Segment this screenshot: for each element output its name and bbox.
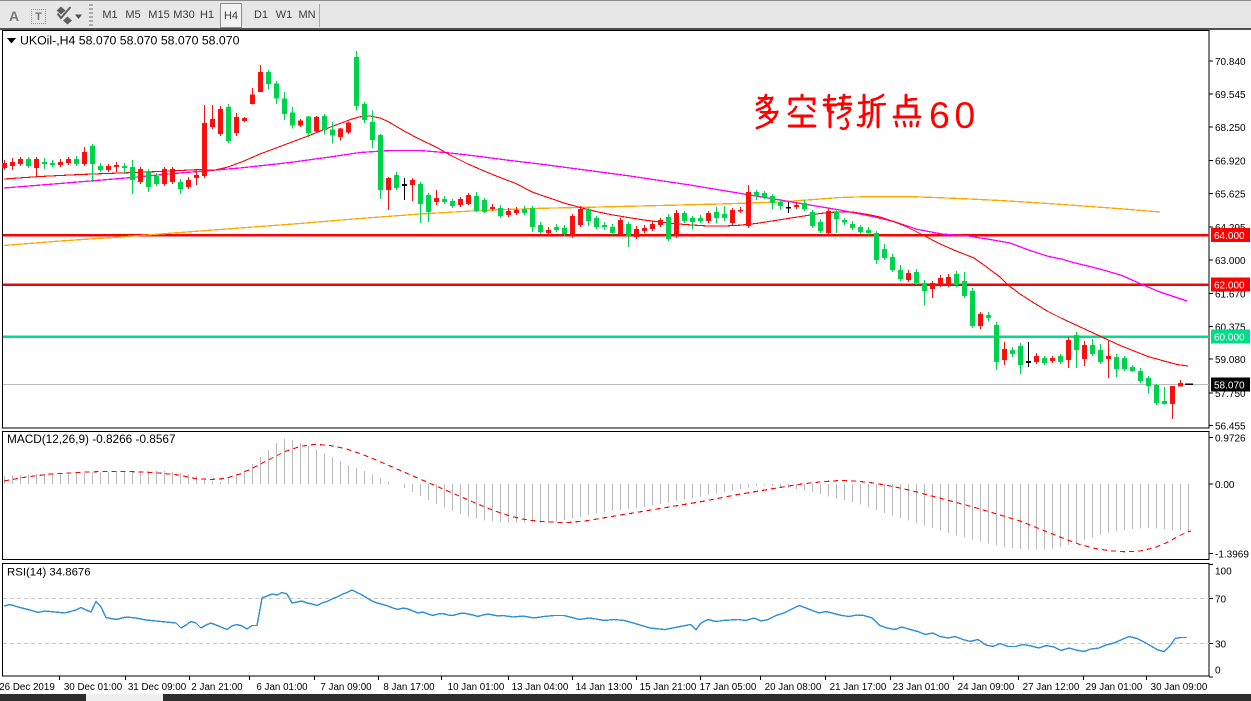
svg-text:62.000: 62.000 [1214, 280, 1245, 291]
svg-text:56.455: 56.455 [1215, 422, 1246, 433]
svg-text:65.625: 65.625 [1215, 190, 1246, 201]
svg-text:69.545: 69.545 [1215, 90, 1246, 101]
svg-text:MACD(12,26,9) -0.8266 -0.8567: MACD(12,26,9) -0.8266 -0.8567 [7, 432, 176, 446]
svg-text:64.000: 64.000 [1214, 231, 1245, 242]
svg-text:17 Jan 05:00: 17 Jan 05:00 [700, 682, 757, 693]
svg-text:6 Jan 01:00: 6 Jan 01:00 [256, 682, 308, 693]
svg-text:68.250: 68.250 [1215, 123, 1246, 134]
svg-text:26 Dec 2019: 26 Dec 2019 [0, 682, 55, 693]
svg-text:58.070: 58.070 [1214, 380, 1245, 391]
svg-text:0: 0 [1215, 666, 1221, 677]
svg-text:61.670: 61.670 [1215, 290, 1246, 301]
svg-text:27 Jan 12:00: 27 Jan 12:00 [1023, 682, 1080, 693]
svg-text:70: 70 [1215, 595, 1227, 606]
svg-text:UKOil-,H4 58.070 58.070 58.07: UKOil-,H4 58.070 58.070 58.070 58.070 [20, 34, 240, 48]
svg-text:30 Dec 01:00: 30 Dec 01:00 [64, 682, 123, 693]
svg-text:60.000: 60.000 [1214, 332, 1245, 343]
svg-text:31 Dec 09:00: 31 Dec 09:00 [128, 682, 187, 693]
svg-text:23 Jan 01:00: 23 Jan 01:00 [893, 682, 950, 693]
svg-text:15 Jan 21:00: 15 Jan 21:00 [640, 682, 697, 693]
svg-text:14 Jan 13:00: 14 Jan 13:00 [576, 682, 633, 693]
svg-text:100: 100 [1215, 567, 1232, 578]
svg-text:59.080: 59.080 [1215, 355, 1246, 366]
svg-text:30 Jan 09:00: 30 Jan 09:00 [1151, 682, 1208, 693]
svg-text:-1.3969: -1.3969 [1215, 550, 1249, 561]
svg-text:57.750: 57.750 [1215, 389, 1246, 400]
svg-text:66.920: 66.920 [1215, 157, 1246, 168]
svg-text:8 Jan 17:00: 8 Jan 17:00 [383, 682, 435, 693]
svg-text:13 Jan 04:00: 13 Jan 04:00 [512, 682, 569, 693]
svg-text:0.00: 0.00 [1215, 480, 1235, 491]
svg-text:7 Jan 09:00: 7 Jan 09:00 [320, 682, 372, 693]
svg-text:30: 30 [1215, 640, 1227, 651]
svg-text:10 Jan 01:00: 10 Jan 01:00 [448, 682, 505, 693]
svg-text:29 Jan 01:00: 29 Jan 01:00 [1086, 682, 1143, 693]
svg-text:20 Jan 08:00: 20 Jan 08:00 [765, 682, 822, 693]
svg-text:60.375: 60.375 [1215, 323, 1246, 334]
svg-text:0.9726: 0.9726 [1215, 434, 1246, 445]
svg-text:21 Jan 17:00: 21 Jan 17:00 [830, 682, 887, 693]
svg-text:63.000: 63.000 [1215, 256, 1246, 267]
svg-text:60: 60 [929, 94, 980, 136]
svg-text:2 Jan 21:00: 2 Jan 21:00 [191, 682, 243, 693]
svg-text:RSI(14) 34.8676: RSI(14) 34.8676 [7, 567, 91, 579]
svg-text:24 Jan 09:00: 24 Jan 09:00 [958, 682, 1015, 693]
svg-text:70.840: 70.840 [1215, 57, 1246, 68]
